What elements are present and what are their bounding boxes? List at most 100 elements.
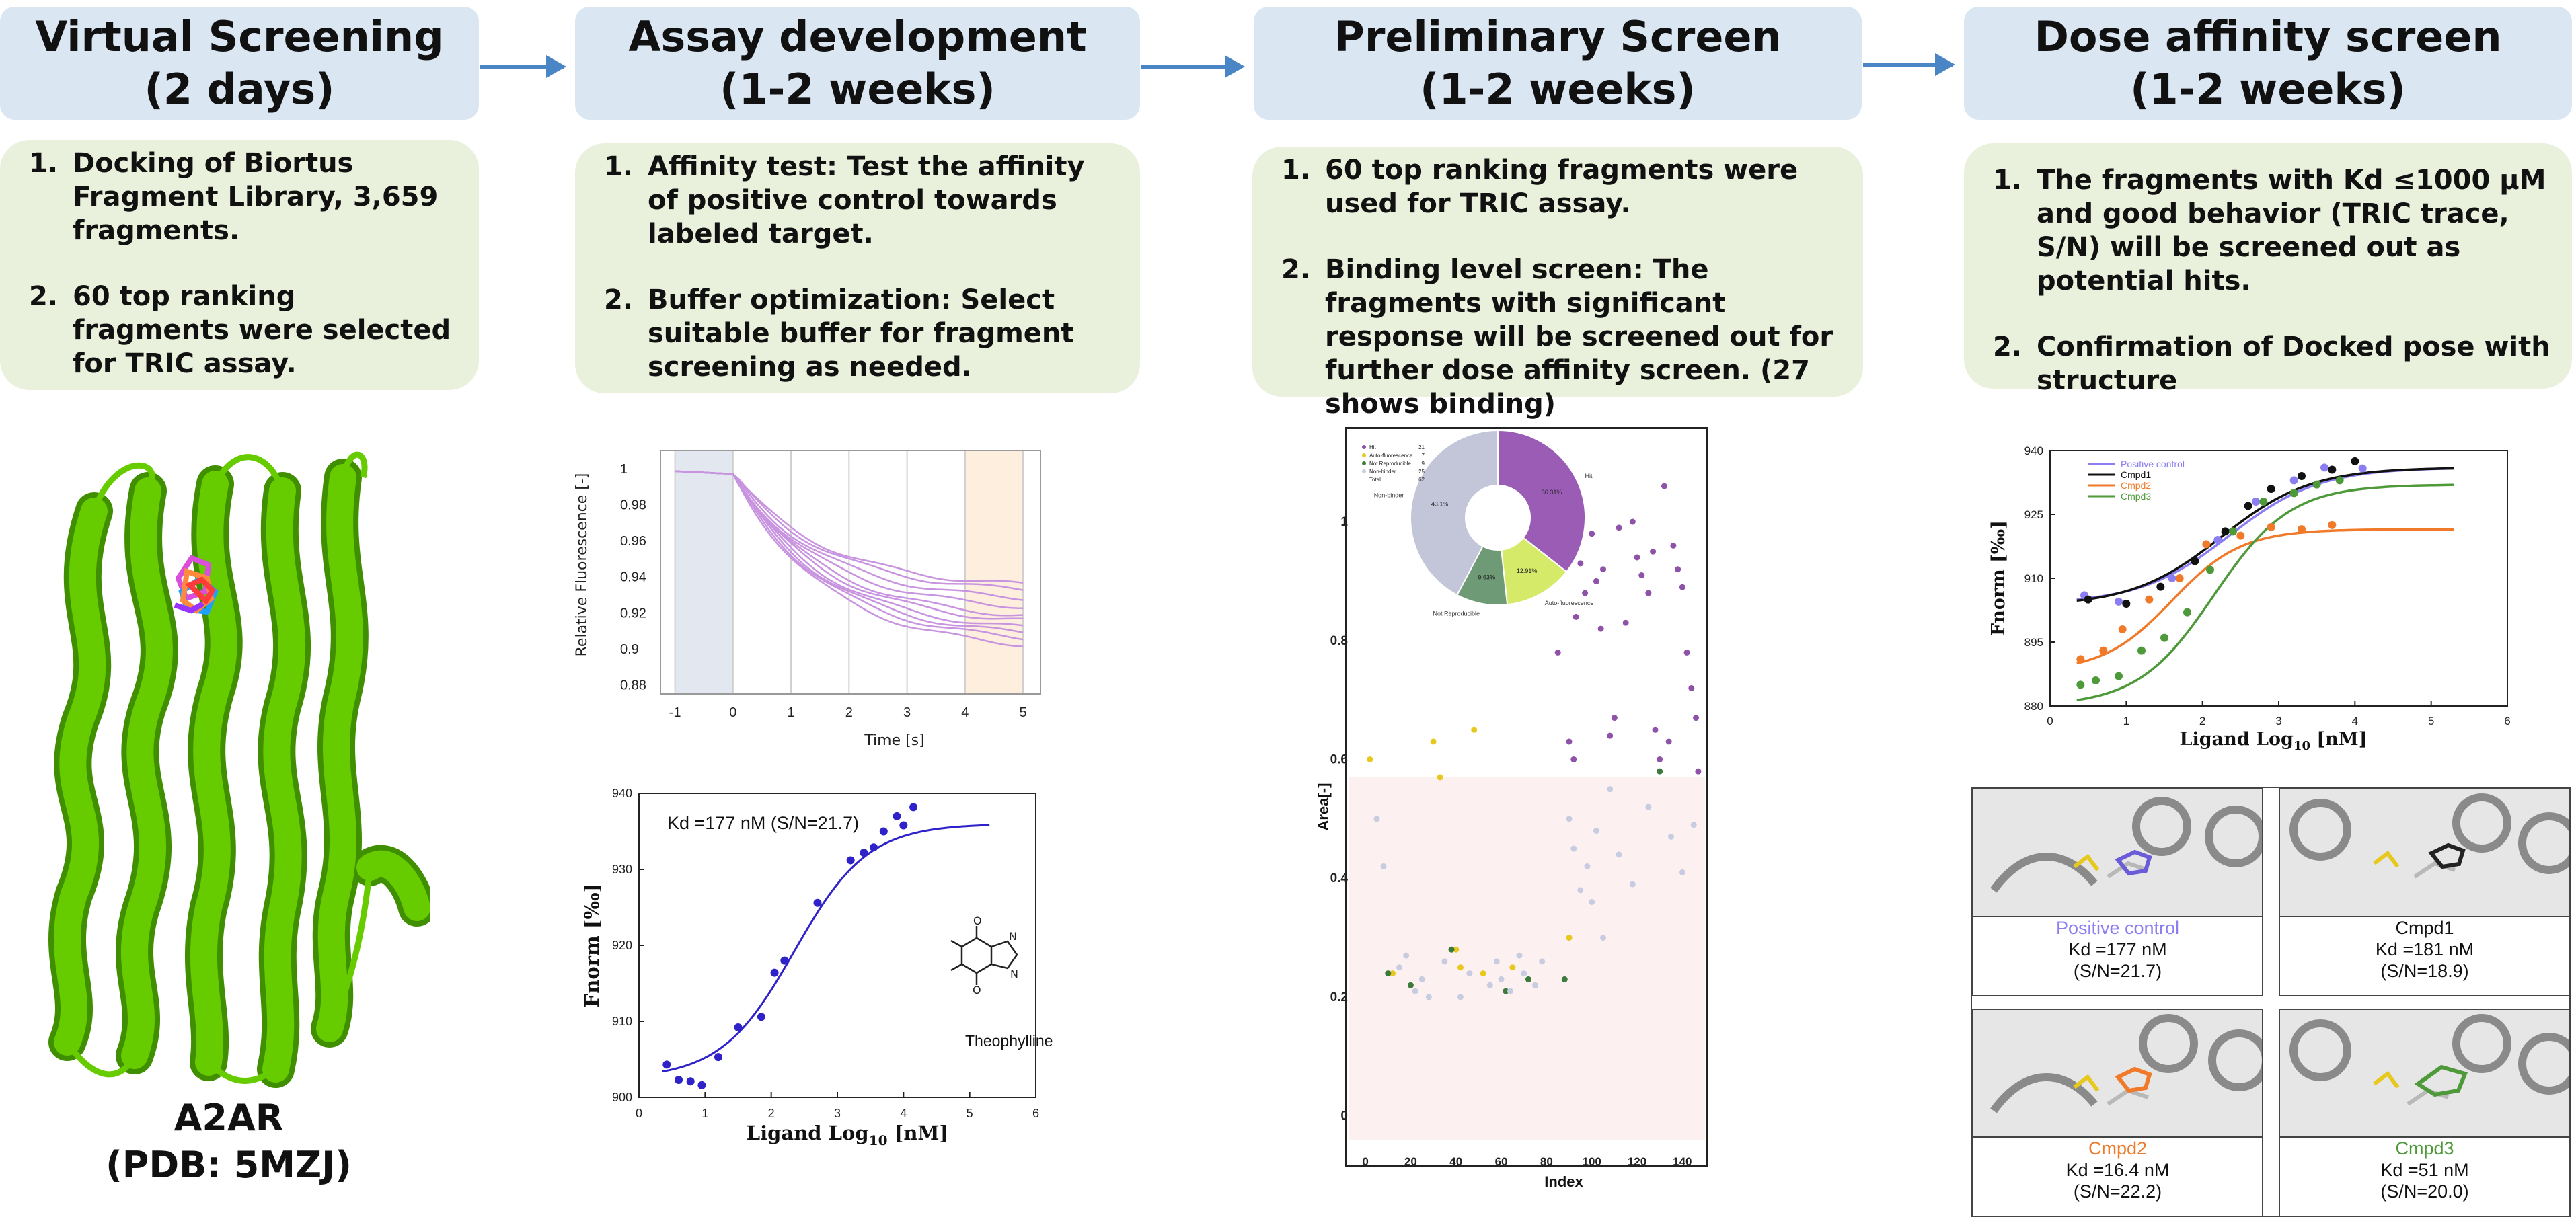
ligand-pose-cell: Cmpd1 Kd =181 nM (S/N=18.9)	[2279, 788, 2571, 996]
data-point	[1471, 726, 1478, 733]
data-point	[1616, 524, 1622, 531]
x-axis-label: Time [s]	[864, 732, 924, 749]
legend-label: Auto-fluorescence	[1369, 453, 1413, 459]
y-tick-label: 0.4	[1330, 871, 1349, 886]
pie-category-label: Auto-fluorescence	[1545, 600, 1594, 606]
y-tick-label: 0.9	[620, 642, 639, 657]
svg-text:N: N	[1009, 930, 1017, 943]
plot-frame	[638, 793, 1036, 1098]
data-point	[757, 1013, 765, 1021]
y-tick-label: 0.98	[620, 498, 646, 512]
data-point	[893, 812, 901, 820]
dose-affinity-chart: 0 1 2 3 4 5 6 880 895 910 925 940 Positive control…	[1988, 444, 2511, 753]
data-point	[1516, 952, 1523, 959]
data-point	[1577, 887, 1584, 894]
protein-pdb-id: (PDB: 5MZJ)	[106, 1144, 352, 1186]
data-point	[1412, 988, 1418, 994]
data-point	[1629, 518, 1636, 525]
data-point	[870, 843, 878, 852]
data-point	[1403, 952, 1410, 959]
pie-slice-label: 9.63%	[1478, 574, 1496, 580]
preliminary-screen-chart: 0 20 40 60 80 100 120 140 00.20.40.60.81 Index …	[1315, 430, 1705, 1190]
data-point	[2312, 480, 2321, 489]
data-point	[1661, 483, 1667, 489]
data-point	[2358, 464, 2367, 473]
data-point	[780, 956, 789, 965]
x-tick-label: 1	[702, 1107, 708, 1120]
stage-duration: (2 days)	[144, 65, 335, 114]
ligand-signal-noise: (S/N=22.2)	[2073, 1181, 2162, 1202]
y-axis-label: Relative Fluorescence [-]	[574, 473, 591, 657]
legend-label: Not Reproducible	[1369, 461, 1411, 467]
legend-marker	[1362, 461, 1366, 465]
data-point	[1521, 970, 1527, 977]
ligand-kd: Kd =177 nM	[2068, 939, 2167, 959]
x-tick-label: 0	[636, 1107, 642, 1120]
data-point	[1457, 994, 1464, 1000]
y-tick-label: 0.88	[620, 678, 646, 693]
data-point	[846, 856, 855, 865]
data-point	[2115, 672, 2123, 680]
legend-count: 25	[1418, 469, 1425, 475]
data-point	[1570, 845, 1577, 852]
data-point	[1503, 988, 1509, 994]
stage-header: Dose affinity screen (1-2 weeks)	[1964, 7, 2572, 120]
legend-count: 7	[1422, 453, 1425, 459]
data-point	[1430, 738, 1437, 745]
data-point	[2202, 540, 2211, 549]
description-item: Docking of Biortus Fragment Library, 3,6…	[67, 147, 459, 247]
x-axis-label-unit: [nM]	[2310, 729, 2367, 750]
ligand-signal-noise: (S/N=20.0)	[2380, 1181, 2469, 1202]
data-point	[1493, 958, 1500, 965]
data-point	[1570, 756, 1577, 762]
data-point	[2320, 463, 2328, 472]
data-point	[1566, 935, 1573, 941]
data-point	[2244, 502, 2252, 510]
data-point	[2191, 557, 2199, 565]
legend-label: Cmpd1	[2121, 469, 2151, 480]
x-tick-label: 3	[834, 1107, 841, 1120]
data-point	[2118, 625, 2127, 633]
data-point	[1607, 732, 1614, 739]
legend-marker	[1362, 453, 1366, 457]
data-point	[1693, 715, 1700, 721]
data-point	[1650, 548, 1657, 555]
data-point	[2076, 655, 2085, 664]
stage-duration: (1-2 weeks)	[2130, 65, 2406, 114]
data-point	[1600, 566, 1607, 573]
legend-total-value: 62	[1418, 477, 1425, 483]
x-tick-label: 6	[1032, 1107, 1039, 1120]
data-point	[1367, 756, 1373, 762]
y-tick-label: 0.94	[620, 570, 646, 585]
ligand-pose-cell: Positive control Kd =177 nM (S/N=21.7)	[1972, 788, 2263, 996]
data-point	[734, 1023, 743, 1032]
y-tick-label: 0.96	[620, 534, 646, 549]
data-point	[1593, 828, 1599, 834]
x-tick-label: 4	[2352, 715, 2358, 728]
x-axis-label-unit: [nM]	[888, 1122, 949, 1144]
stage-title: Virtual Screening	[35, 12, 444, 61]
data-point	[2168, 574, 2176, 582]
data-point	[2084, 595, 2092, 604]
data-point	[1418, 976, 1425, 982]
legend-count: 21	[1418, 444, 1425, 450]
data-point	[1690, 822, 1697, 828]
docked-pose-image	[1973, 789, 2262, 917]
legend-label: Non-binder	[1369, 469, 1396, 475]
x-tick-label: 60	[1495, 1155, 1508, 1168]
data-point	[879, 827, 888, 836]
data-point	[2156, 582, 2165, 591]
data-point	[2183, 608, 2191, 617]
legend-label: Cmpd3	[2121, 491, 2151, 502]
data-point	[1645, 803, 1652, 810]
svg-text:O: O	[973, 984, 981, 996]
data-point	[1566, 738, 1573, 745]
flow-arrow	[480, 55, 566, 78]
x-tick-label: 0	[2047, 715, 2053, 728]
fit-curve	[2076, 467, 2454, 602]
x-axis-label: Ligand Log10 [nM]	[747, 1122, 949, 1148]
data-point	[1616, 851, 1622, 858]
y-tick-label: 0.6	[1330, 752, 1348, 767]
x-tick-label: 1	[788, 705, 795, 720]
description-item: Affinity test: Test the affinity of posi…	[642, 150, 1120, 251]
